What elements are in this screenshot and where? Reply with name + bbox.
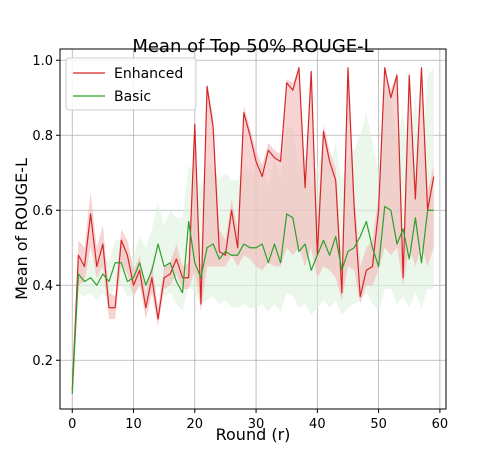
legend: Enhanced Basic	[65, 57, 197, 111]
series-lines	[71, 67, 435, 395]
x-axis: 0 10 20 30 40 50 60	[68, 409, 448, 432]
x-tick-label: 0	[68, 417, 76, 432]
plot-frame	[59, 48, 447, 410]
y-tick-label: 0.2	[32, 354, 53, 369]
legend-label-enhanced: Enhanced	[114, 66, 183, 82]
legend-box	[65, 57, 197, 111]
y-tick-label: 0.4	[32, 279, 53, 294]
x-tick-label: 10	[125, 417, 142, 432]
series-line-basic	[71, 205, 434, 395]
x-tick-label: 60	[432, 417, 449, 432]
x-tick-label: 50	[370, 417, 387, 432]
legend-label-basic: Basic	[114, 89, 151, 105]
y-axis: 0.2 0.4 0.6 0.8 1.0	[32, 54, 60, 369]
band-enhanced	[72, 67, 434, 394]
y-tick-label: 1.0	[32, 54, 53, 69]
x-tick-label: 40	[309, 417, 326, 432]
chart-title: Mean of Top 50% ROUGE-L	[132, 36, 373, 57]
x-axis-label: Round (r)	[216, 425, 291, 444]
y-tick-label: 0.8	[32, 129, 53, 144]
confidence-bands	[72, 67, 434, 394]
x-tick-label: 20	[187, 417, 204, 432]
y-tick-label: 0.6	[32, 204, 53, 219]
x-tick-label: 30	[248, 417, 265, 432]
y-axis-label: Mean of ROUGE-L	[12, 158, 31, 300]
series-line-enhanced	[71, 67, 435, 391]
